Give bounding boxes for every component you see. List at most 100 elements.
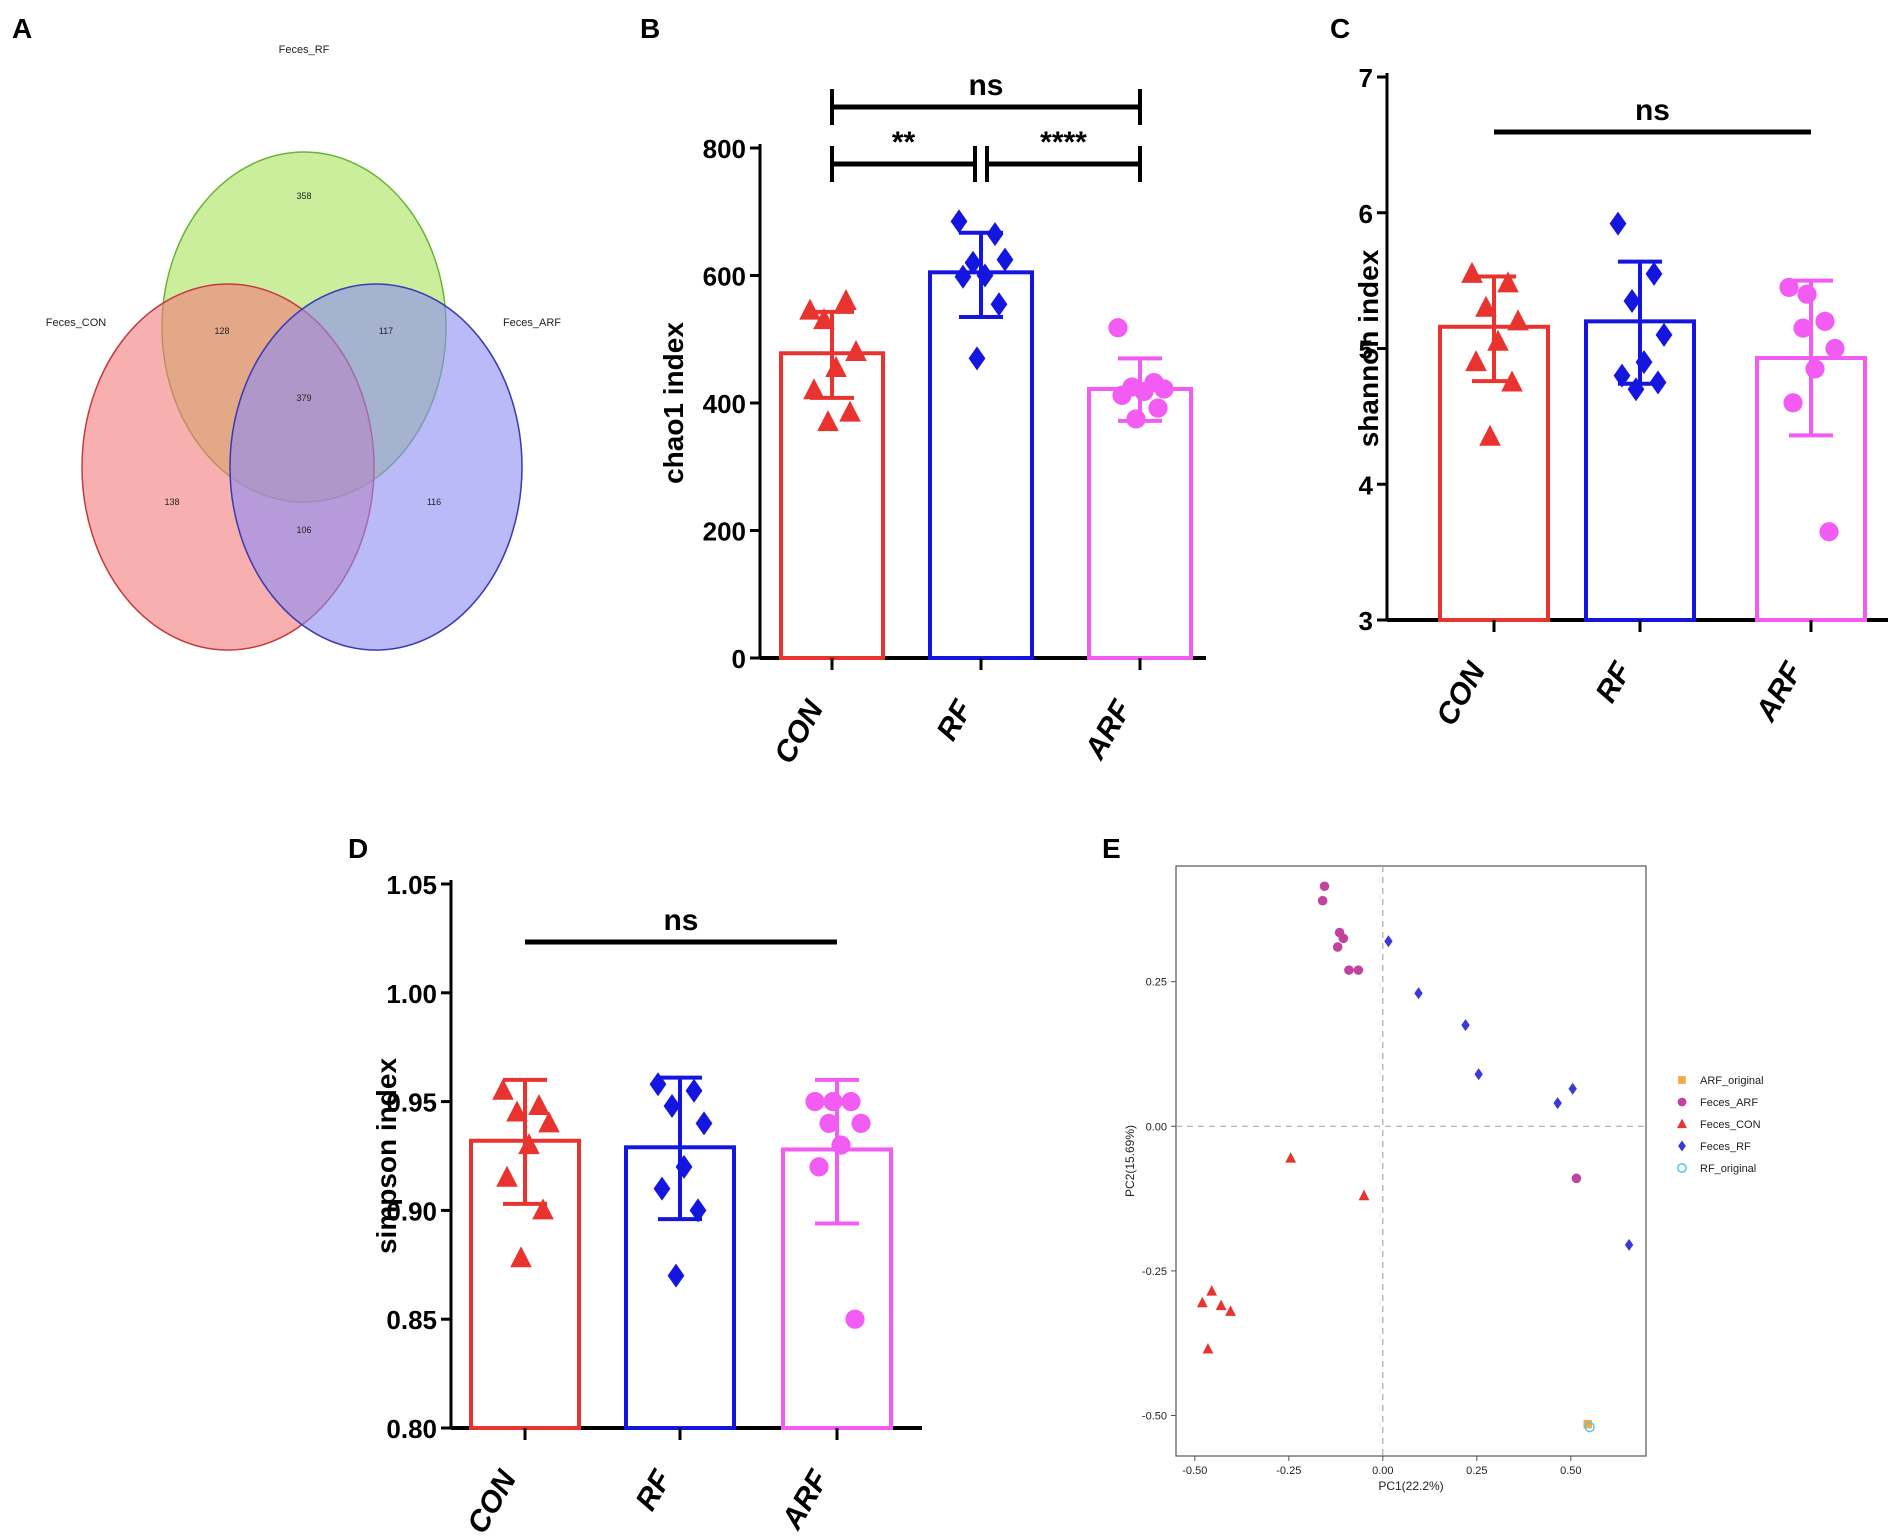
data-point-con <box>1475 295 1497 317</box>
venn-count-rf-con: 128 <box>214 326 229 336</box>
significance-label: ** <box>892 126 916 159</box>
venn-count-con-arf: 106 <box>296 525 311 535</box>
data-point-arf <box>1793 318 1813 338</box>
data-point-con <box>835 289 857 310</box>
y-tick-label: 0.90 <box>386 1196 437 1226</box>
data-point-arf <box>809 1157 829 1177</box>
venn-count-arf-only: 116 <box>427 497 441 507</box>
y-axis-title: shannon index <box>1353 249 1384 447</box>
panel-letter-a: A <box>12 13 32 44</box>
data-point-rf <box>1645 261 1663 286</box>
data-point-arf <box>1825 338 1845 359</box>
data-point-rf <box>667 1263 685 1288</box>
panel-letter-c: C <box>1330 13 1350 44</box>
y-tick-label: 6 <box>1359 199 1373 229</box>
scatter-point-feces-con <box>1206 1285 1218 1296</box>
data-point-rf <box>649 1072 667 1097</box>
data-point-rf <box>1623 288 1641 313</box>
venn-count-rf-arf: 117 <box>379 326 393 336</box>
panel-letter-d: D <box>348 833 368 864</box>
data-point-con <box>1465 350 1487 372</box>
data-point-rf <box>663 1093 681 1118</box>
data-point-arf <box>1783 393 1803 413</box>
x-tick-label: 0.00 <box>1372 1465 1393 1477</box>
data-point-arf <box>1134 381 1154 402</box>
data-point-rf <box>950 209 968 234</box>
data-point-arf <box>819 1113 839 1133</box>
data-point-rf <box>964 250 982 275</box>
scatter-point-feces-rf <box>1414 987 1423 1000</box>
data-point-arf <box>1819 522 1839 542</box>
data-point-arf <box>1779 277 1799 298</box>
data-point-arf <box>1805 359 1825 379</box>
data-point-rf <box>1613 363 1631 388</box>
data-point-arf <box>851 1113 871 1133</box>
data-point-con <box>825 355 847 377</box>
scatter-point-feces-arf <box>1319 881 1330 892</box>
venn-diagram: Feces_RF Feces_CON Feces_ARF 358 128 117… <box>46 44 561 651</box>
data-point-con <box>813 308 835 330</box>
data-point-rf <box>689 1198 707 1223</box>
data-point-rf <box>695 1111 713 1136</box>
venn-count-con-only: 138 <box>164 497 179 507</box>
scatter-point-feces-arf <box>1353 965 1364 975</box>
legend-marker-feces-con <box>1677 1118 1687 1129</box>
scatter-point-feces-rf <box>1474 1068 1483 1081</box>
significance-label: **** <box>1040 126 1087 159</box>
data-point-con <box>496 1165 518 1187</box>
y-tick-label: 3 <box>1359 606 1373 636</box>
data-point-rf <box>976 263 994 288</box>
data-point-rf <box>685 1078 703 1103</box>
data-point-con <box>518 1133 540 1155</box>
scatter-point-feces-con <box>1202 1342 1214 1354</box>
data-point-rf <box>1635 350 1653 375</box>
y-tick-label: 1.00 <box>386 979 437 1009</box>
y-tick-label: 0.95 <box>386 1088 437 1118</box>
data-point-arf <box>1108 318 1128 338</box>
scatter-point-feces-arf <box>1344 965 1354 975</box>
data-point-con <box>1497 271 1519 293</box>
y-tick-label: 0.80 <box>386 1414 437 1444</box>
scatter-point-feces-rf <box>1568 1082 1577 1095</box>
data-point-rf <box>653 1176 671 1201</box>
data-point-rf <box>986 222 1004 247</box>
y-tick-label: 7 <box>1359 63 1373 93</box>
scatter-point-feces-con <box>1285 1152 1297 1163</box>
data-point-con <box>528 1093 550 1115</box>
y-tick-label: 800 <box>703 134 746 164</box>
data-point-con <box>799 298 821 320</box>
data-point-con <box>1487 329 1509 351</box>
data-point-arf <box>1154 379 1174 399</box>
y-tick-label: 600 <box>703 262 746 292</box>
data-point-rf <box>954 264 972 289</box>
scatter-point-arf-original <box>1583 1419 1592 1429</box>
venn-label-arf: Feces_ARF <box>503 317 561 329</box>
data-point-con <box>532 1198 554 1220</box>
venn-count-all: 379 <box>296 393 311 403</box>
data-point-con <box>538 1111 560 1133</box>
scatter-point-feces-rf <box>1553 1097 1562 1110</box>
venn-label-rf: Feces_RF <box>279 44 330 56</box>
legend-label: RF_original <box>1700 1163 1756 1175</box>
y-tick-label: 0.25 <box>1146 977 1167 989</box>
data-point-rf <box>1649 370 1667 395</box>
venn-count-rf-only: 358 <box>296 191 311 201</box>
data-point-con <box>845 340 867 361</box>
data-point-rf <box>990 292 1008 317</box>
venn-set-arf <box>229 283 523 651</box>
chart-pcoa: -0.50 -0.25 0.00 0.25 0.50 -0.50 -0.25 0.00 0.25… <box>1123 865 1764 1493</box>
y-axis-title: PC2(15.69%) <box>1123 1125 1137 1197</box>
data-point-con <box>492 1078 514 1100</box>
panel-letter-e: E <box>1102 833 1121 864</box>
y-tick-label: 4 <box>1359 470 1374 500</box>
significance-label: ns <box>1635 94 1670 127</box>
y-tick-label: 200 <box>703 517 746 547</box>
legend-marker-arf-original <box>1678 1076 1686 1084</box>
scatter-point-feces-arf <box>1332 942 1343 952</box>
scatter-point-feces-rf <box>1461 1019 1470 1032</box>
data-point-arf <box>845 1309 865 1329</box>
scatter-point-feces-arf <box>1317 895 1328 906</box>
